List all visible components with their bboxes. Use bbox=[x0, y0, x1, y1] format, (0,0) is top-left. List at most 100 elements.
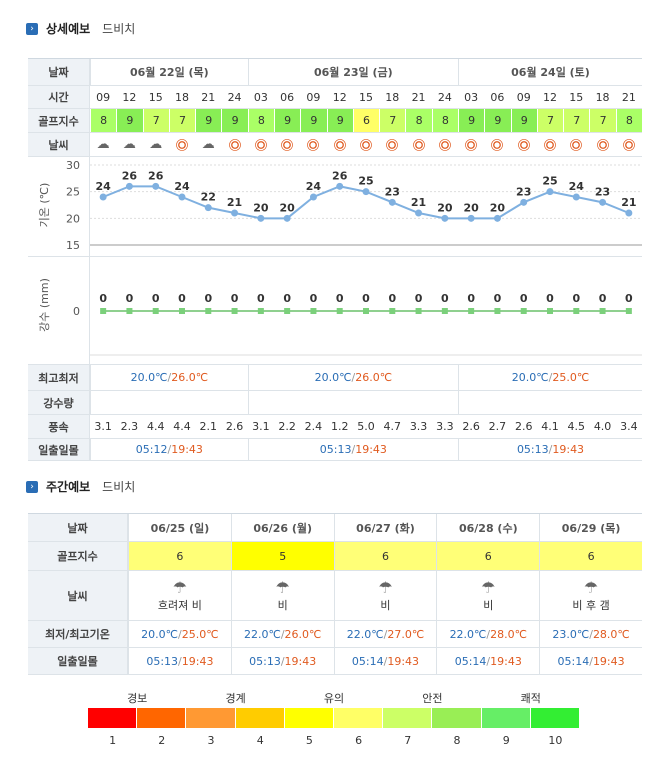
row-date: 날짜 06월 22일 (목) 06월 23일 (금) 06월 24일 (토) bbox=[28, 59, 642, 86]
rain-point bbox=[336, 308, 343, 314]
weather-cell bbox=[537, 133, 563, 156]
wind-cell: 3.1 bbox=[94, 420, 112, 433]
weekly-forecast-location: 드비치 bbox=[102, 480, 136, 494]
label-minmax: 최고최저 bbox=[28, 365, 90, 390]
partly-cloudy-icon: ☁ bbox=[149, 137, 163, 152]
legend-number: 5 bbox=[305, 734, 313, 747]
temp-data-label: 24 bbox=[306, 180, 322, 193]
temp-data-label: 24 bbox=[569, 180, 585, 193]
weekly-forecast-title: 주간예보 bbox=[46, 480, 91, 494]
legend-number: 8 bbox=[453, 734, 461, 747]
rain-point bbox=[389, 308, 396, 314]
sun-icon bbox=[256, 140, 265, 149]
weekly-sunrise: 05:14 bbox=[351, 654, 384, 668]
row-temp-chart: 15 20 25 30 기온 (℃) 24 26 26 24 22 21 20 20 24 26 25 23 21… bbox=[28, 157, 642, 257]
time-cell: 12 bbox=[122, 90, 137, 104]
minmax-cell: 20.0℃/26.0℃ bbox=[247, 365, 458, 390]
weekly-forecast-header: › 주간예보 드비치 bbox=[26, 478, 135, 495]
weekly-min-temp: 22.0℃ bbox=[243, 627, 281, 641]
weekly-sun-cell: 05:13/19:43 bbox=[230, 648, 334, 674]
time-cell: 24 bbox=[437, 90, 452, 104]
weekly-sunset: 19:43 bbox=[284, 654, 317, 668]
golf-index-legend: 경보 경계 유의 안전 쾌적 1 2 3 4 5 6 7 8 9 10 bbox=[88, 690, 580, 750]
rain-data-label: 0 bbox=[178, 292, 186, 305]
rain-point bbox=[625, 308, 632, 314]
temp-point bbox=[204, 204, 212, 212]
time-cell: 12 bbox=[542, 90, 557, 104]
wind-cell: 2.6 bbox=[514, 420, 533, 433]
weekly-sunset: 19:43 bbox=[592, 654, 625, 668]
golf-index-cell: 7 bbox=[379, 109, 406, 132]
weekly-date-cell: 06/27 (화) bbox=[333, 514, 437, 541]
sun-second: 19:43 bbox=[552, 443, 585, 456]
temp-point bbox=[388, 198, 396, 206]
rainfall-cell bbox=[247, 391, 458, 414]
legend-category-label: 경보 bbox=[127, 692, 148, 705]
weekly-minmax-cell: 20.0℃/25.0℃ bbox=[128, 621, 231, 647]
weather-cell bbox=[169, 133, 195, 156]
time-cell: 18 bbox=[174, 90, 189, 104]
rain-point bbox=[468, 308, 475, 314]
golf-index-cell: 7 bbox=[536, 109, 564, 132]
weekly-weather-cell: ☂ 비 bbox=[436, 571, 539, 620]
temp-axis-label: 기온 (℃) bbox=[38, 183, 51, 228]
rain-data-label: 0 bbox=[99, 292, 107, 305]
weekly-weather-desc: 비 bbox=[483, 598, 494, 612]
time-cell: 15 bbox=[148, 90, 163, 104]
temp-point bbox=[572, 193, 580, 201]
rain-axis-label: 강수 (mm) bbox=[38, 278, 51, 332]
legend-number: 4 bbox=[256, 734, 264, 747]
time-cell: 24 bbox=[227, 90, 242, 104]
detail-forecast-header: › 상세예보 드비치 bbox=[26, 20, 135, 37]
temp-point bbox=[625, 209, 633, 217]
section-arrow-icon: › bbox=[26, 480, 38, 493]
time-cell: 21 bbox=[411, 90, 426, 104]
legend-number: 2 bbox=[158, 734, 166, 747]
rain-data-label: 0 bbox=[520, 292, 528, 305]
time-cell: 06 bbox=[280, 90, 295, 104]
weekly-weather-cell: ☂ 비 후 갬 bbox=[539, 571, 642, 620]
legend-swatch bbox=[383, 708, 432, 728]
sun-icon bbox=[230, 140, 239, 149]
sun-icon bbox=[572, 140, 581, 149]
day-header: 06월 23일 (금) bbox=[247, 59, 458, 85]
weekly-min-temp: 20.0℃ bbox=[141, 627, 179, 641]
sun-icon bbox=[598, 140, 607, 149]
weekly-label-minmax: 최저/최고기온 bbox=[28, 621, 128, 647]
label-time: 시간 bbox=[28, 86, 90, 108]
weekly-label-date: 날짜 bbox=[28, 514, 128, 541]
legend-swatch bbox=[284, 708, 333, 728]
temp-data-label: 21 bbox=[411, 196, 426, 209]
precipitation-chart: 0 강수 (mm) 0 0 0 0 0 0 0 0 0 0 0 0 0 0 0 0 0 0 0 0 0 bbox=[38, 278, 642, 356]
temp-point bbox=[309, 193, 317, 201]
rain-data-label: 0 bbox=[362, 292, 370, 305]
time-cell: 15 bbox=[569, 90, 584, 104]
temp-point bbox=[415, 209, 423, 217]
temp-data-label: 20 bbox=[279, 201, 295, 214]
rain-cloud-icon: ☂ bbox=[275, 577, 290, 597]
wind-cell: 4.0 bbox=[593, 420, 612, 433]
temp-point bbox=[336, 182, 344, 190]
minmax-second: 26.0℃ bbox=[355, 371, 393, 384]
sun-icon bbox=[624, 140, 633, 149]
golf-index-cell: 8 bbox=[247, 109, 274, 132]
golf-index-cell: 9 bbox=[195, 109, 222, 132]
legend-category-label: 쾌적 bbox=[520, 692, 541, 705]
rain-cloud-icon: ☂ bbox=[378, 577, 393, 597]
rain-cloud-icon: ☂ bbox=[583, 577, 599, 597]
golf-index-cell: 9 bbox=[510, 109, 537, 132]
time-cell: 09 bbox=[516, 90, 531, 104]
rain-data-label: 0 bbox=[467, 292, 475, 305]
row-time: 시간 09 12 15 18 21 24 03 06 09 12 15 18 21 24 03 06 09 12 1… bbox=[28, 86, 642, 109]
golf-index-cell: 9 bbox=[300, 109, 327, 132]
sun-icon bbox=[493, 140, 502, 149]
legend-number: 1 bbox=[109, 734, 117, 747]
weekly-golf-cell: 5 bbox=[230, 542, 334, 570]
temp-data-label: 24 bbox=[95, 180, 111, 193]
minmax-cell: 20.0℃/26.0℃ bbox=[90, 365, 248, 390]
rain-point bbox=[547, 308, 553, 314]
weather-cell bbox=[511, 133, 537, 156]
golf-index-cell: 7 bbox=[142, 109, 169, 132]
row-weather: 날씨 ☁ ☁ ☁ ☁ bbox=[28, 133, 642, 157]
wind-cell: 1.2 bbox=[330, 420, 349, 433]
